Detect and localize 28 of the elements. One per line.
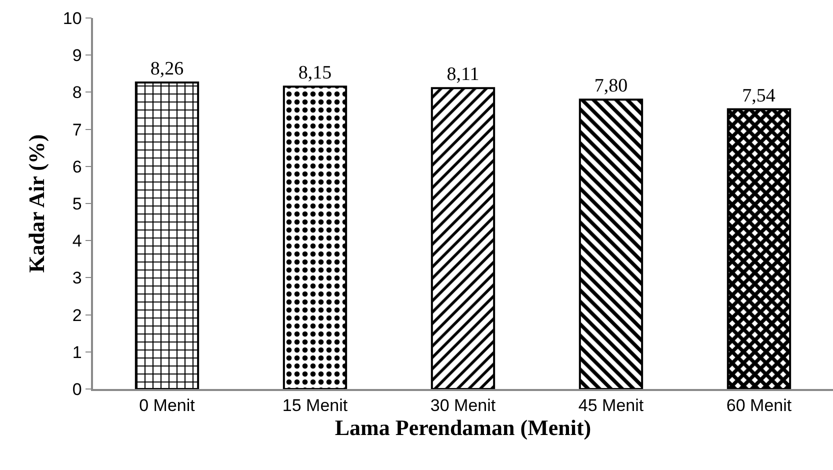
bar	[430, 87, 496, 389]
x-axis-title: Lama Perendaman (Menit)	[334, 415, 592, 440]
y-tick-label: 3	[72, 268, 82, 288]
data-label: 7,80	[594, 76, 628, 97]
y-tick-label: 8	[72, 83, 82, 102]
x-tick-label: 60 Menit	[726, 396, 792, 416]
y-tick-label: 7	[72, 120, 82, 140]
x-tick-label: 30 Menit	[430, 396, 496, 416]
y-tick-label: 6	[72, 157, 82, 176]
x-tick-label: 45 Menit	[578, 396, 644, 416]
y-tick-label: 4	[72, 232, 82, 251]
data-label: 8,11	[446, 64, 480, 86]
y-tick-label: 9	[72, 46, 82, 66]
data-label: 8,26	[150, 58, 184, 80]
y-tick-label: 10	[62, 8, 82, 28]
y-tick-label: 0	[72, 380, 82, 399]
bar	[578, 98, 644, 389]
y-axis-title: Kadar Air (%)	[24, 134, 50, 273]
data-label: 7,54	[742, 85, 776, 106]
bar	[282, 86, 348, 389]
x-tick-label: 0 Menit	[139, 396, 196, 416]
bar	[134, 82, 200, 389]
bar	[726, 108, 792, 389]
x-tick-label: 15 Menit	[282, 396, 348, 416]
y-tick-label: 1	[72, 342, 82, 362]
y-tick-label: 2	[72, 306, 82, 325]
data-label: 8,15	[298, 62, 332, 84]
y-tick-label: 5	[72, 194, 82, 214]
